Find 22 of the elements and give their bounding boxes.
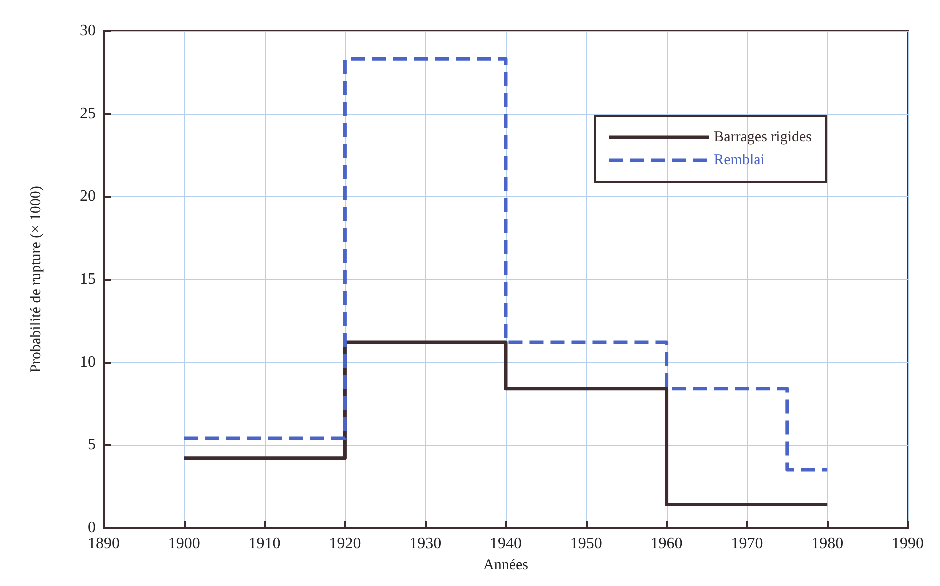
y-tick-label: 0 — [88, 520, 96, 536]
x-tick-label: 1990 — [892, 536, 924, 552]
text: Barrages rigides — [714, 130, 812, 146]
text: Remblai — [714, 152, 765, 168]
y-tick-label: 5 — [88, 436, 96, 454]
x-tick-label: 1930 — [410, 536, 442, 552]
x-tick-label: 1920 — [329, 536, 362, 552]
x-axis-title: Années — [484, 558, 529, 574]
x-tick-label: 1950 — [570, 536, 602, 552]
x-tick-label: 1980 — [812, 536, 844, 552]
y-tick-label: 30 — [80, 22, 96, 40]
y-axis-title: Probabilité de rupture (× 1000) — [28, 186, 44, 373]
y-tick-label: 20 — [80, 188, 96, 206]
y-tick-label: 10 — [80, 354, 96, 371]
x-tick-label: 1970 — [731, 536, 764, 552]
y-tick-label: 25 — [80, 105, 96, 122]
x-tick-label: 1910 — [248, 536, 281, 552]
y-tick-label: 15 — [80, 271, 96, 288]
x-tick-label: 1940 — [490, 536, 522, 552]
x-tick-label: 1890 — [88, 536, 120, 552]
x-tick-label: 1900 — [168, 536, 200, 552]
x-tick-label: 1960 — [650, 536, 683, 552]
